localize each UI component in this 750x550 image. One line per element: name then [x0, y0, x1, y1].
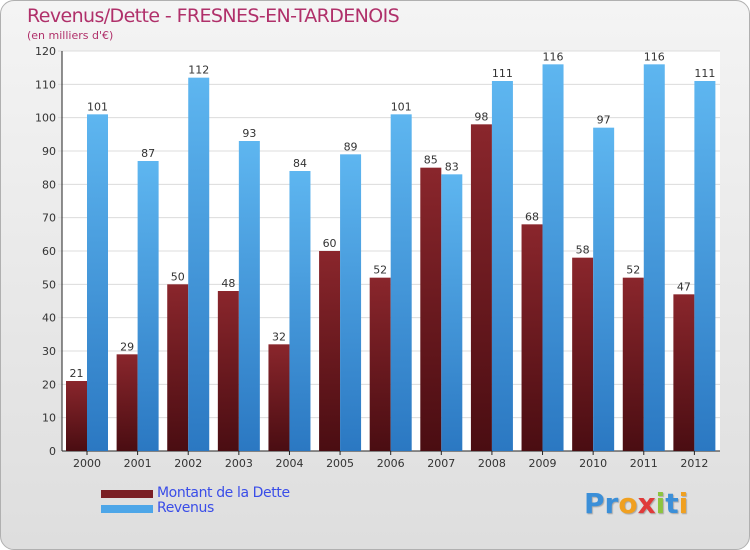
logo-letter: P — [584, 487, 605, 520]
x-tick-label-2002: 2002 — [174, 457, 202, 470]
bar-revenus-2003 — [238, 141, 260, 451]
data-label-dette-2011: 52 — [626, 264, 640, 277]
x-tick-label-2005: 2005 — [326, 457, 354, 470]
data-label-dette-2004: 32 — [272, 330, 286, 343]
legend-label-dette: Montant de la Dette — [157, 485, 290, 501]
logo-letter: i — [655, 487, 666, 520]
logo-letter: i — [678, 487, 689, 520]
bar-dette-2007 — [420, 167, 442, 451]
data-label-revenus-2005: 89 — [344, 140, 358, 153]
x-tick-label-2003: 2003 — [225, 457, 253, 470]
data-label-revenus-2000: 101 — [87, 100, 108, 113]
bar-revenus-2000 — [87, 114, 108, 451]
bar-revenus-2006 — [390, 114, 412, 451]
data-label-revenus-2001: 87 — [141, 147, 155, 160]
data-label-revenus-2008: 111 — [492, 67, 513, 80]
bar-revenus-2004 — [289, 171, 311, 451]
bar-revenus-2005 — [340, 154, 362, 452]
bar-revenus-2010 — [593, 127, 615, 452]
data-label-dette-2006: 52 — [373, 264, 387, 277]
bar-revenus-2002 — [188, 77, 210, 452]
data-label-dette-2009: 68 — [525, 210, 539, 223]
proxiti-logo: Proxiti — [584, 487, 688, 520]
x-tick-label-2000: 2000 — [73, 457, 101, 470]
x-tick-label-2007: 2007 — [427, 457, 455, 470]
data-label-revenus-2010: 97 — [597, 114, 611, 127]
bar-revenus-2009 — [542, 64, 564, 452]
bar-dette-2003 — [217, 291, 239, 451]
y-tick-label-60: 60 — [42, 245, 56, 258]
x-tick-label-2006: 2006 — [377, 457, 405, 470]
data-label-dette-2003: 48 — [221, 277, 235, 290]
y-tick-label-0: 0 — [49, 445, 56, 458]
y-tick-label-80: 80 — [42, 178, 56, 191]
y-tick-label-70: 70 — [42, 212, 56, 225]
x-tick-label-2009: 2009 — [529, 457, 557, 470]
data-label-revenus-2012: 111 — [694, 67, 715, 80]
y-tick-label-30: 30 — [42, 345, 56, 358]
x-tick-label-2004: 2004 — [275, 457, 303, 470]
logo-letter: t — [665, 487, 679, 520]
bar-dette-2000 — [66, 381, 87, 451]
x-tick-label-2001: 2001 — [124, 457, 152, 470]
bar-revenus-2012 — [694, 81, 716, 451]
data-label-dette-2005: 60 — [323, 237, 337, 250]
bar-dette-2008 — [470, 124, 492, 451]
logo-letter: x — [637, 487, 656, 520]
data-label-dette-2010: 58 — [576, 244, 590, 257]
data-label-dette-2012: 47 — [677, 280, 691, 293]
x-tick-label-2010: 2010 — [579, 457, 607, 470]
y-tick-label-10: 10 — [42, 412, 56, 425]
bar-dette-2005 — [319, 251, 341, 451]
legend-swatch-dette — [101, 490, 153, 498]
bar-dette-2012 — [673, 294, 695, 451]
bar-revenus-2008 — [491, 81, 513, 451]
data-label-dette-2002: 50 — [171, 270, 185, 283]
logo-letter: o — [618, 487, 638, 520]
data-label-revenus-2003: 93 — [242, 127, 256, 140]
bar-dette-2004 — [268, 344, 290, 451]
x-tick-label-2011: 2011 — [630, 457, 658, 470]
data-label-dette-2007: 85 — [424, 154, 438, 167]
data-label-dette-2000: 21 — [70, 367, 84, 380]
data-label-revenus-2006: 101 — [391, 100, 412, 113]
data-label-dette-2001: 29 — [120, 340, 134, 353]
bar-dette-2001 — [116, 354, 138, 451]
y-tick-label-100: 100 — [35, 112, 56, 125]
data-label-revenus-2002: 112 — [188, 64, 209, 77]
x-tick-label-2008: 2008 — [478, 457, 506, 470]
bar-dette-2002 — [167, 284, 189, 451]
bar-dette-2010 — [572, 257, 594, 451]
logo-letter: r — [604, 487, 619, 520]
data-label-revenus-2004: 84 — [293, 157, 307, 170]
y-tick-label-50: 50 — [42, 278, 56, 291]
bar-dette-2009 — [521, 224, 543, 451]
data-label-revenus-2009: 116 — [543, 50, 564, 63]
y-tick-label-110: 110 — [35, 78, 56, 91]
data-label-dette-2008: 98 — [474, 110, 488, 123]
bar-dette-2006 — [369, 277, 391, 451]
y-tick-label-20: 20 — [42, 378, 56, 391]
y-tick-label-120: 120 — [35, 45, 56, 58]
bar-revenus-2007 — [441, 174, 463, 452]
legend-swatch-revenus — [101, 505, 153, 513]
chart-title: Revenus/Dette - FRESNES-EN-TARDENOIS — [27, 5, 400, 27]
bar-revenus-2011 — [643, 64, 665, 452]
bar-dette-2011 — [622, 277, 644, 451]
x-tick-label-2012: 2012 — [680, 457, 708, 470]
y-tick-label-90: 90 — [42, 145, 56, 158]
y-tick-label-40: 40 — [42, 312, 56, 325]
data-label-revenus-2007: 83 — [445, 160, 459, 173]
data-label-revenus-2011: 116 — [644, 50, 665, 63]
bar-revenus-2001 — [137, 161, 159, 451]
legend-label-revenus: Revenus — [157, 500, 214, 516]
chart-subtitle: (en milliers d'€) — [27, 29, 114, 42]
